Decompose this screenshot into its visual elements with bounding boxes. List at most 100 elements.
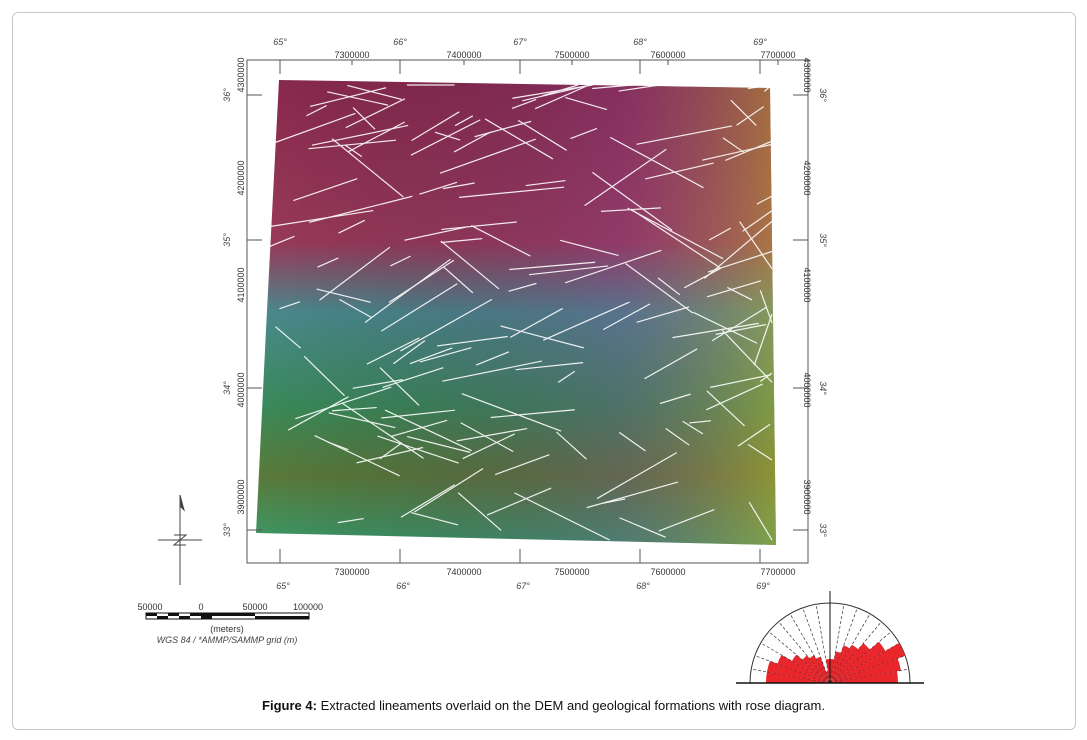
lineament xyxy=(727,286,753,301)
lineament xyxy=(730,99,757,127)
degree-label: 34° xyxy=(222,381,232,395)
lineament xyxy=(619,517,666,538)
lineament xyxy=(486,487,552,516)
lineament xyxy=(407,435,471,453)
lineament xyxy=(390,419,448,438)
rose-spoke xyxy=(778,621,831,684)
scale-label: 50000 xyxy=(242,602,267,612)
rose-petal xyxy=(777,655,830,683)
caption-text: Extracted lineaments overlaid on the DEM… xyxy=(316,698,825,713)
lineament xyxy=(683,267,721,289)
degree-label: 34° xyxy=(818,381,828,395)
degree-label: 67° xyxy=(513,37,527,47)
lineament xyxy=(331,406,377,412)
lineament xyxy=(317,257,339,268)
lineament xyxy=(665,428,690,446)
lineament xyxy=(490,409,575,419)
lineament xyxy=(440,240,500,290)
lineament xyxy=(525,179,566,187)
lineament xyxy=(441,221,517,231)
lineament xyxy=(439,138,536,174)
degree-label: 33° xyxy=(222,523,232,537)
rose-spoke xyxy=(815,604,831,684)
lineament xyxy=(508,282,537,292)
degree-label: 35° xyxy=(222,233,232,247)
rose-petal xyxy=(802,655,830,683)
rose-petal xyxy=(830,643,906,683)
lineament xyxy=(440,238,483,244)
lineament xyxy=(382,367,444,388)
lineament xyxy=(287,396,349,431)
rose-petal xyxy=(830,641,886,683)
lineament xyxy=(347,84,402,101)
northing-label: 3900000 xyxy=(236,479,246,514)
lineament xyxy=(400,484,455,518)
lineament xyxy=(377,435,459,464)
rose-petal xyxy=(825,659,830,683)
lineament xyxy=(721,329,773,383)
lineament xyxy=(596,452,678,500)
lineament xyxy=(736,106,765,126)
lineament xyxy=(461,393,562,432)
lineaments xyxy=(265,84,773,541)
lineament xyxy=(442,182,475,190)
map-ticks xyxy=(247,60,808,563)
lineament xyxy=(295,386,392,420)
lineament xyxy=(715,323,767,335)
lineament xyxy=(275,326,302,349)
lineament xyxy=(459,186,565,198)
lineament xyxy=(511,98,537,109)
lineament xyxy=(384,409,472,452)
lineament xyxy=(279,301,301,310)
easting-label: 7500000 xyxy=(554,567,589,577)
degree-label: 65° xyxy=(276,581,290,591)
rose-petal xyxy=(830,644,859,683)
lineament xyxy=(592,84,633,90)
northing-label: 4200000 xyxy=(802,160,812,195)
lineament xyxy=(722,137,745,153)
degree-label: 36° xyxy=(222,88,232,102)
rose-spoke xyxy=(829,604,845,684)
lineament xyxy=(706,390,746,427)
lineament xyxy=(410,511,459,526)
lineament xyxy=(331,138,404,198)
scale-label: 0 xyxy=(198,602,203,612)
lineament xyxy=(602,303,651,331)
northing-label: 4100000 xyxy=(802,267,812,302)
lineament xyxy=(400,298,493,352)
lineament xyxy=(392,340,426,365)
rose-spoke xyxy=(802,607,831,684)
lineament xyxy=(345,98,406,129)
lineament xyxy=(747,443,773,461)
easting-label: 7600000 xyxy=(650,567,685,577)
lineament xyxy=(711,306,767,342)
projection-label: WGS 84 / *AMMP/SAMMP grid (m) xyxy=(157,635,298,645)
rose-spoke xyxy=(754,655,831,684)
lineament xyxy=(410,119,481,156)
lineament xyxy=(708,227,731,241)
easting-label: 7400000 xyxy=(446,567,481,577)
lineament xyxy=(339,298,372,319)
northing-label: 4100000 xyxy=(236,267,246,302)
lineament xyxy=(460,422,514,453)
lineament xyxy=(457,492,502,531)
lineament xyxy=(337,517,364,524)
rose-spoke xyxy=(829,631,892,684)
lineament xyxy=(565,249,662,284)
lineament xyxy=(557,370,576,383)
lineament xyxy=(470,225,531,257)
lineament xyxy=(748,501,773,541)
lineament xyxy=(381,409,455,419)
lineament xyxy=(309,87,387,108)
lineament xyxy=(319,246,391,301)
lineament xyxy=(338,219,366,234)
lineament xyxy=(555,431,587,460)
caption-label: Figure 4: xyxy=(262,698,317,713)
lineament xyxy=(308,139,397,150)
lineament xyxy=(265,209,374,228)
rose-spoke xyxy=(789,613,831,684)
lineament xyxy=(542,301,630,341)
lineament xyxy=(565,96,608,111)
lineament xyxy=(756,195,773,205)
lineament xyxy=(366,337,420,365)
